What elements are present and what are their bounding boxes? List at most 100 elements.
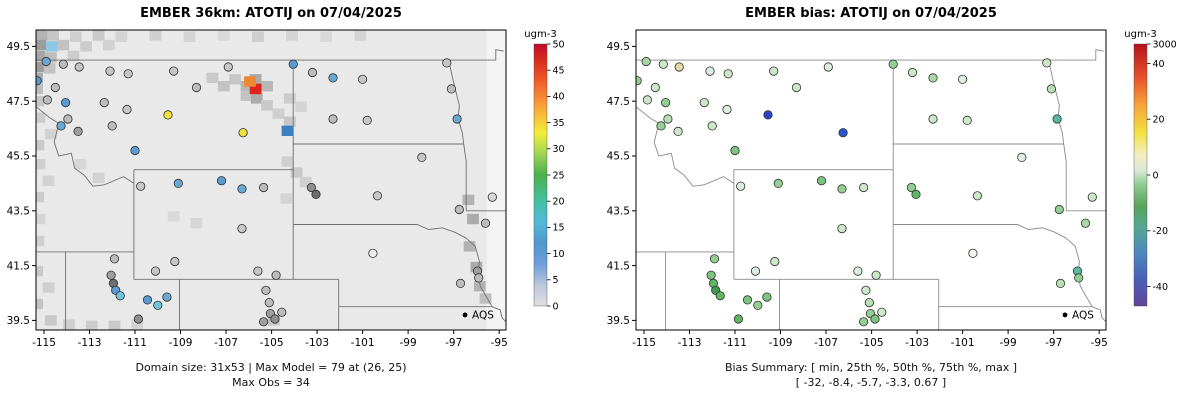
station-point [972, 191, 982, 201]
station-point [307, 67, 318, 78]
station-point [773, 178, 783, 188]
y-tick-label: 43.5 [607, 205, 630, 217]
station-point [1080, 218, 1091, 228]
station-point [642, 95, 653, 105]
colorbar-tick-label: 20 [1153, 115, 1165, 126]
aqs-legend-dot [1062, 312, 1068, 318]
colorbar-tick-label: 50 [553, 39, 565, 50]
x-tick-label: -95 [1091, 337, 1108, 349]
station-point [264, 297, 274, 308]
station-point [791, 82, 802, 93]
x-tick-label: -113 [678, 337, 702, 349]
y-tick-label: 45.5 [607, 151, 630, 163]
station-point [136, 181, 146, 191]
station-point [237, 184, 247, 194]
station-point [270, 314, 280, 324]
station-point [60, 98, 71, 108]
station-point [769, 66, 779, 76]
station-point [733, 314, 743, 324]
y-tick-label: 49.5 [607, 41, 630, 53]
station-point [133, 314, 143, 324]
station-point [709, 254, 720, 264]
station-point [763, 110, 773, 120]
station-point [742, 295, 753, 305]
station-point [191, 82, 202, 93]
station-point [372, 191, 382, 201]
station-point [1042, 58, 1052, 68]
station-point [106, 270, 116, 280]
station-point [705, 66, 715, 76]
bias-panel: EMBER bias: ATOTIJ on 07/04/2025 AQS -115… [600, 0, 1200, 409]
station-point [715, 291, 725, 301]
aqs-legend-label: AQS [472, 310, 494, 322]
station-point [888, 59, 898, 69]
station-point [707, 121, 717, 131]
station-point [1074, 273, 1084, 283]
aqs-legend-label: AQS [1072, 310, 1094, 322]
station-point [41, 56, 51, 67]
station-point [730, 145, 740, 156]
model-map-plot: AQS -115 -113 -111 -109 -107 -105 -103 -101 -99 -9… [7, 29, 565, 349]
station-point [858, 317, 869, 327]
x-tick-label: -111 [723, 337, 747, 349]
station-point [63, 114, 73, 124]
state-borders [636, 49, 1106, 330]
colorbar-tick-label: 3000 [1153, 39, 1177, 50]
plot-area [636, 30, 1106, 330]
colorbar-tick-label: 40 [553, 92, 565, 103]
x-tick-label: -97 [1045, 337, 1062, 349]
station-point [837, 224, 847, 234]
colorbar-tick-label: -20 [1153, 226, 1169, 237]
colorbar-tick-label: 5 [553, 275, 559, 286]
station-point [673, 126, 683, 137]
station-point [487, 192, 497, 202]
station-point [123, 69, 133, 79]
station-point [750, 266, 761, 276]
plot-area [36, 30, 506, 330]
station-point [1017, 152, 1027, 162]
station-point [162, 292, 172, 302]
plot-frame [35, 29, 507, 331]
x-tick-label: -99 [400, 337, 417, 349]
station-point [58, 59, 68, 69]
station-point [641, 56, 651, 67]
station-point [74, 62, 84, 72]
x-tick-label: -111 [123, 337, 147, 349]
y-tick-label: 49.5 [7, 41, 30, 53]
station-point [357, 74, 368, 84]
bias-panel-title: EMBER bias: ATOTIJ on 07/04/2025 [745, 6, 997, 21]
station-point [109, 254, 120, 264]
x-tick-label: -109 [169, 337, 193, 349]
station-point [968, 248, 978, 258]
station-point [56, 121, 66, 131]
colorbar-gradient [1133, 43, 1148, 307]
colorbar-unit-label: ugm-3 [1124, 29, 1156, 40]
y-axis: 39.5 41.5 43.5 45.5 47.5 49.5 [607, 41, 636, 327]
colorbar-tick-label: 15 [553, 223, 565, 234]
station-point [480, 218, 491, 228]
y-tick-label: 41.5 [7, 260, 30, 272]
station-point [454, 204, 464, 215]
colorbar-tick-label: -40 [1153, 282, 1169, 293]
y-tick-label: 47.5 [607, 96, 630, 108]
station-point [455, 278, 466, 288]
station-point [853, 266, 863, 276]
x-tick-label: -101 [951, 337, 975, 349]
station-point [906, 182, 916, 193]
station-point [770, 256, 780, 267]
x-tick-label: -105 [860, 337, 884, 349]
station-point [861, 285, 871, 295]
model-highlight-cells [244, 76, 294, 136]
station-point [223, 62, 233, 72]
colorbar-tick-label: 40 [1153, 59, 1165, 70]
y-tick-label: 39.5 [607, 315, 630, 327]
x-tick-label: -103 [905, 337, 929, 349]
x-tick-label: -115 [32, 337, 56, 349]
station-point [650, 82, 660, 93]
colorbar-tick-label: 10 [553, 249, 565, 260]
station-point [328, 114, 338, 124]
station-point [663, 114, 673, 124]
station-point [928, 114, 938, 124]
station-point [928, 73, 938, 83]
